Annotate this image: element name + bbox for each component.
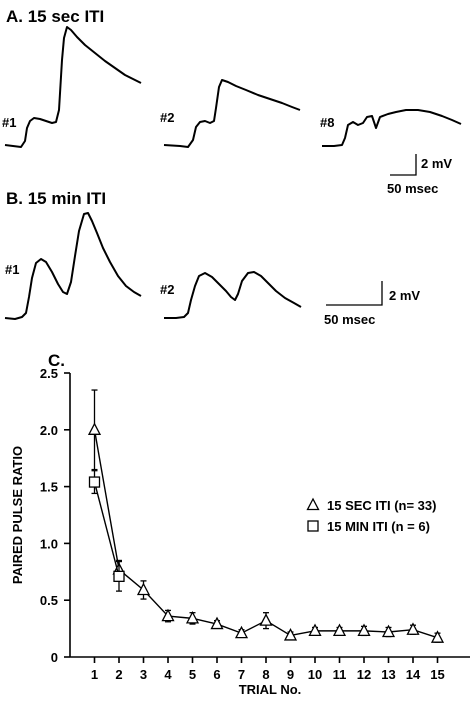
panel-b-scale-time: 50 msec	[324, 312, 375, 327]
triangle-marker	[210, 616, 224, 630]
panel-a-scale-bar	[390, 154, 417, 176]
x-tick-label: 3	[140, 667, 147, 682]
triangle-marker	[381, 624, 396, 638]
x-tick-label: 6	[213, 667, 220, 682]
series-0	[87, 389, 445, 643]
triangle-marker	[430, 630, 445, 643]
y-tick-label: 0	[51, 650, 58, 665]
panel-a-trace-label-8: #8	[320, 115, 334, 130]
panel-a-trace-8	[322, 109, 462, 147]
x-ticks: 1 2 3 4 5 6 7 8 9 10 11 12 13 14 15	[91, 657, 445, 682]
triangle-marker	[332, 623, 347, 637]
panel-b-title: B. 15 min ITI	[6, 189, 106, 208]
y-tick-label: 1.0	[40, 536, 58, 551]
triangle-marker	[259, 613, 273, 626]
panel-b-trace-label-1: #1	[5, 262, 19, 277]
panel-a-trace-1	[4, 26, 142, 148]
x-tick-label: 9	[287, 667, 294, 682]
series-layer	[87, 389, 445, 643]
legend: 15 SEC ITI (n= 33) 15 MIN ITI (n = 6)	[306, 497, 436, 534]
x-axis-title: TRIAL No.	[239, 682, 302, 697]
legend-label: 15 SEC ITI (n= 33)	[327, 498, 436, 513]
panel-b-trace-1	[4, 212, 142, 320]
x-tick-label: 5	[189, 667, 196, 682]
series-line	[93, 481, 120, 577]
x-tick-label: 14	[406, 667, 421, 682]
panel-b-trace-2	[164, 271, 302, 319]
legend-square-marker	[307, 520, 319, 532]
legend-label: 15 MIN ITI (n = 6)	[327, 519, 430, 534]
panel-a-trace-label-2: #2	[160, 110, 174, 125]
x-tick-label: 15	[430, 667, 444, 682]
panel-b-trace-label-2: #2	[160, 282, 174, 297]
y-tick-label: 2.5	[40, 366, 58, 381]
triangle-marker	[185, 610, 200, 624]
square-marker	[88, 476, 101, 488]
triangle-marker	[234, 625, 249, 639]
panel-a-scale-voltage: 2 mV	[421, 156, 452, 171]
y-tick-label: 2.0	[40, 423, 58, 438]
x-tick-label: 8	[262, 667, 269, 682]
x-tick-label: 10	[308, 667, 322, 682]
y-tick-label: 1.5	[40, 480, 58, 495]
x-tick-label: 4	[164, 667, 172, 682]
x-tick-label: 7	[238, 667, 245, 682]
y-tick-label: 0.5	[40, 593, 58, 608]
paired-pulse-chart: 00.51.01.52.02.5 1 2 3 4 5 6 7 8 9 10 11 12 13 14 15 T…	[10, 366, 470, 697]
panel-a-scale-time: 50 msec	[387, 181, 438, 196]
y-ticks: 0 0.5 1.0 1.5 2.0 2.5	[40, 366, 70, 665]
panel-a-trace-2	[163, 79, 301, 148]
panel-b-scale-bar	[326, 281, 383, 306]
panel-c-label: C.	[48, 351, 65, 370]
panel-a-trace-label-1: #1	[2, 115, 16, 130]
panel-b-scale-voltage: 2 mV	[389, 288, 420, 303]
series-1	[88, 470, 125, 592]
triangle-marker	[357, 623, 371, 637]
triangle-marker	[136, 582, 151, 596]
triangle-marker	[161, 608, 175, 622]
x-tick-label: 1	[91, 667, 98, 682]
x-tick-label: 12	[357, 667, 371, 682]
x-tick-label: 2	[115, 667, 122, 682]
legend-triangle-marker	[306, 497, 320, 511]
triangle-marker	[406, 622, 420, 635]
x-tick-label: 13	[381, 667, 395, 682]
y-axis-title: PAIRED PULSE RATIO	[10, 446, 25, 584]
triangle-marker	[308, 623, 322, 637]
triangle-marker	[87, 422, 102, 435]
x-tick-label: 11	[333, 667, 347, 682]
triangle-marker	[283, 628, 298, 641]
panel-a-title: A. 15 sec ITI	[6, 7, 104, 26]
square-marker	[113, 570, 125, 582]
